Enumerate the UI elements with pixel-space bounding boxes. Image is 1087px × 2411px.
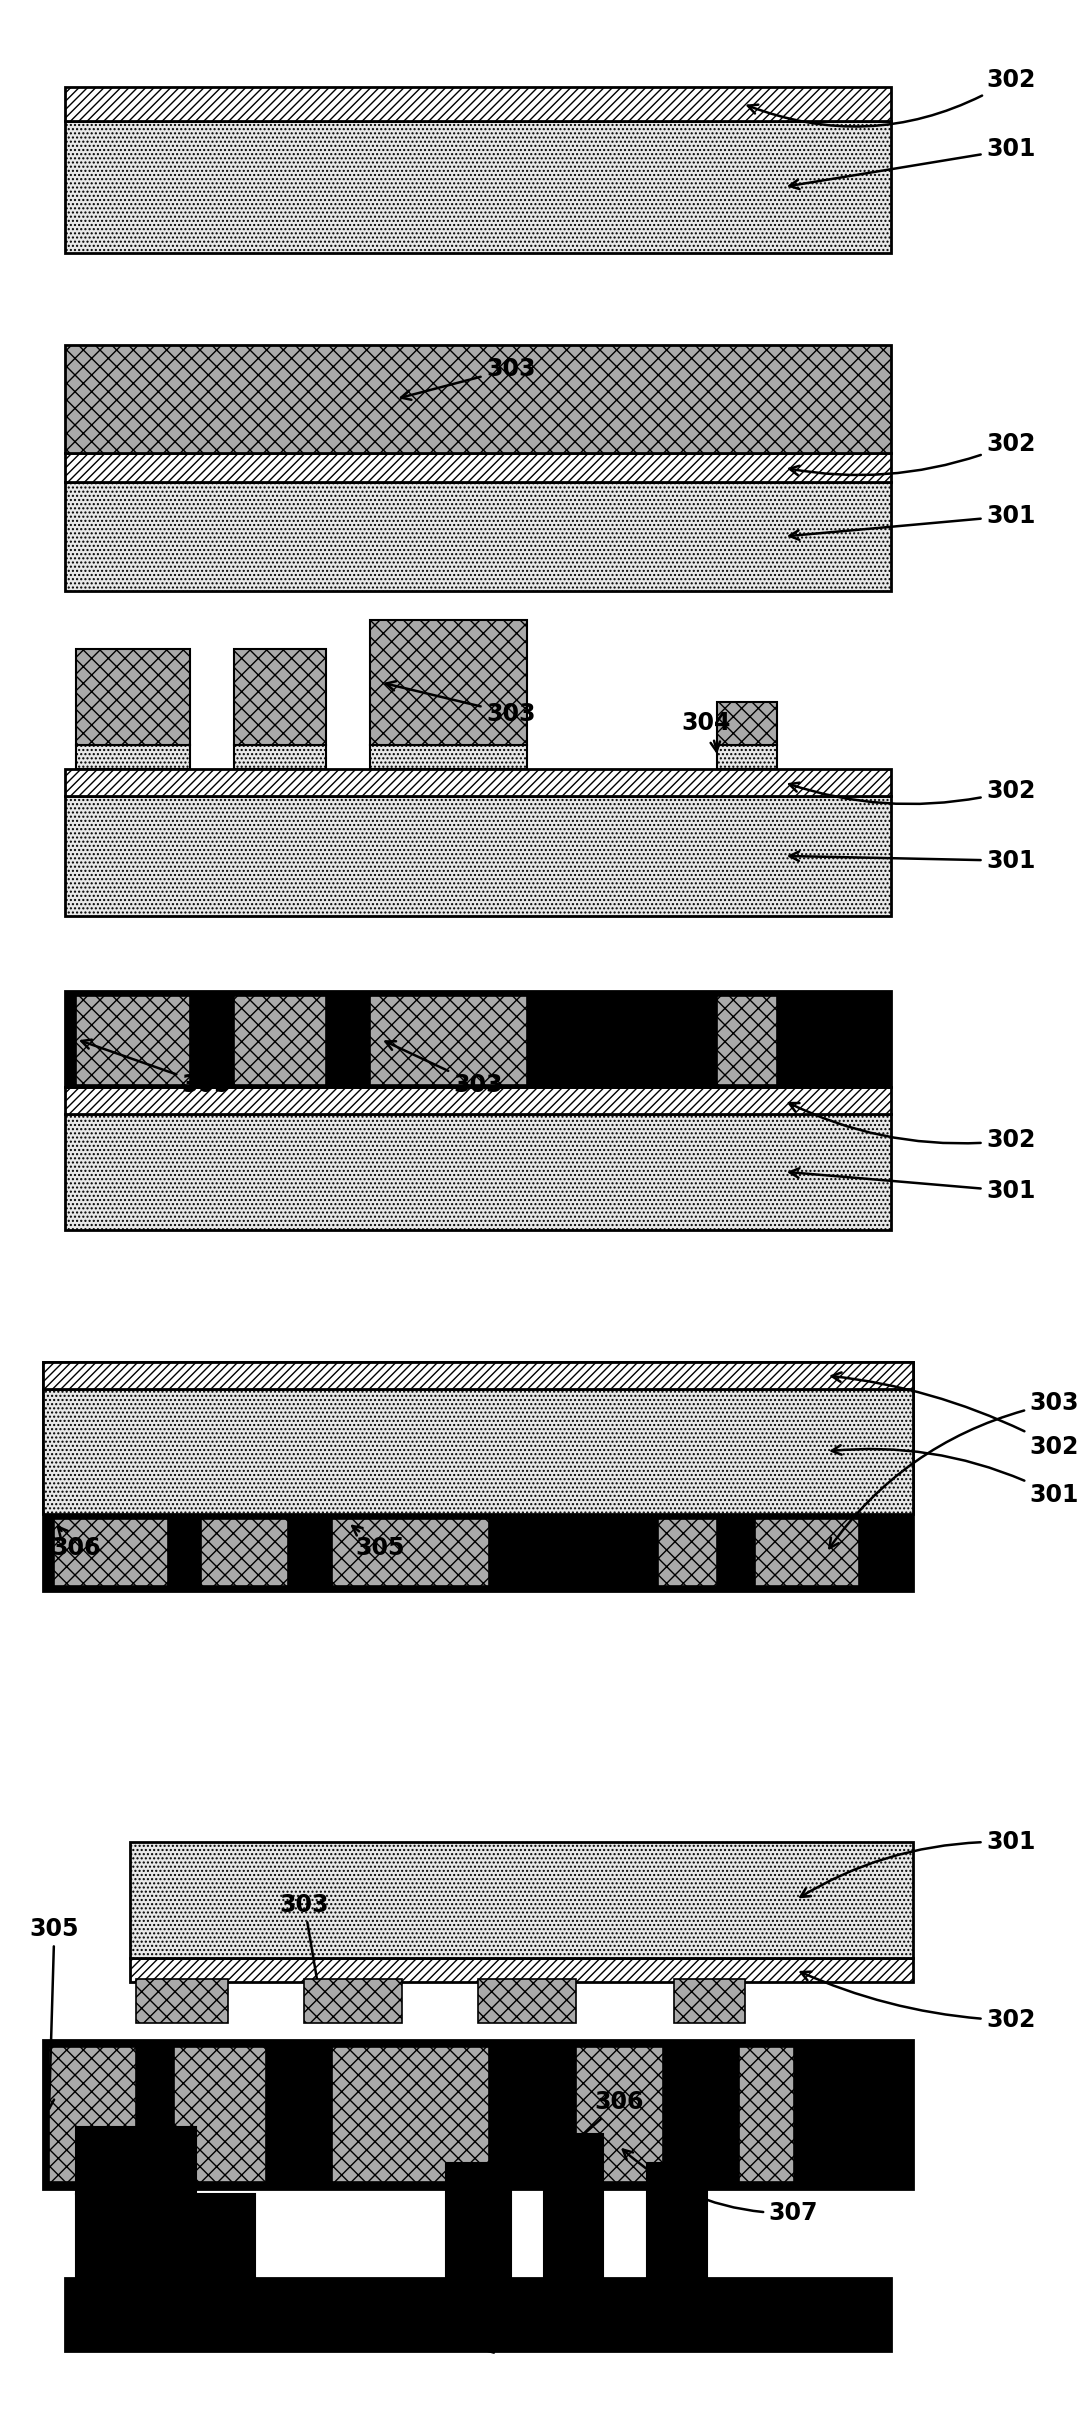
Bar [370, 996, 527, 1085]
Text: 305: 305 [352, 1526, 405, 1560]
Bar [304, 1979, 402, 2023]
Bar [65, 769, 891, 796]
Bar [65, 87, 891, 121]
Bar [65, 345, 891, 453]
Bar [478, 1979, 576, 2023]
Bar [717, 996, 777, 1085]
Bar [234, 745, 326, 769]
Bar [201, 1519, 288, 1586]
Bar [658, 1519, 717, 1586]
Text: 302: 302 [789, 432, 1036, 475]
Bar [370, 745, 527, 769]
Text: 302: 302 [832, 1372, 1079, 1459]
Bar [370, 620, 527, 745]
Bar [136, 1979, 228, 2023]
Text: 303: 303 [386, 682, 536, 726]
Bar [76, 649, 190, 745]
Text: 301: 301 [789, 137, 1036, 188]
Bar [755, 1519, 859, 1586]
Bar [43, 1362, 913, 1591]
Text: 301: 301 [789, 504, 1036, 540]
Bar [130, 1842, 913, 1958]
Bar [49, 2047, 136, 2182]
Bar [65, 1087, 891, 1114]
Text: 302: 302 [748, 68, 1036, 125]
Bar [65, 2278, 891, 2351]
Text: 303: 303 [386, 1042, 503, 1097]
Bar [76, 2127, 196, 2194]
Bar [65, 991, 891, 1087]
Bar [65, 121, 891, 253]
Bar [647, 2163, 707, 2278]
Bar [174, 2047, 266, 2182]
Bar [234, 996, 326, 1085]
Text: 305: 305 [29, 1917, 79, 2110]
Bar [717, 702, 777, 745]
Bar [43, 1389, 913, 1514]
Text: 302: 302 [789, 779, 1036, 803]
Bar [234, 649, 326, 745]
Text: 306: 306 [526, 2090, 645, 2184]
Text: 303: 303 [279, 1893, 329, 1996]
Text: 302: 302 [789, 1104, 1036, 1152]
Bar [54, 1519, 168, 1586]
Bar [544, 2134, 603, 2278]
Text: 302: 302 [801, 1972, 1036, 2032]
Text: 301: 301 [789, 849, 1036, 873]
Bar [674, 1979, 745, 2023]
Bar [43, 1362, 913, 1389]
Text: 301: 301 [800, 1830, 1036, 1897]
Bar [446, 2163, 511, 2278]
Bar [76, 2194, 255, 2278]
Bar [65, 796, 891, 916]
Bar [576, 2047, 663, 2182]
Bar [717, 745, 777, 769]
Text: 307: 307 [623, 2151, 819, 2225]
Bar [76, 996, 190, 1085]
Bar [76, 745, 190, 769]
Text: 303: 303 [829, 1391, 1079, 1548]
Bar [65, 482, 891, 591]
Text: 304: 304 [682, 711, 732, 752]
Bar [332, 1519, 489, 1586]
Bar [739, 2047, 794, 2182]
Text: 306: 306 [51, 1526, 101, 1560]
Bar [65, 453, 891, 482]
Text: 305: 305 [82, 1039, 232, 1097]
Text: 306: 306 [484, 2327, 569, 2353]
Text: 301: 301 [832, 1444, 1079, 1507]
Text: 303: 303 [401, 357, 536, 400]
Bar [65, 1114, 891, 1230]
Bar [43, 2040, 913, 2189]
Text: 301: 301 [789, 1169, 1036, 1203]
Bar [130, 1958, 913, 1982]
Bar [332, 2047, 489, 2182]
